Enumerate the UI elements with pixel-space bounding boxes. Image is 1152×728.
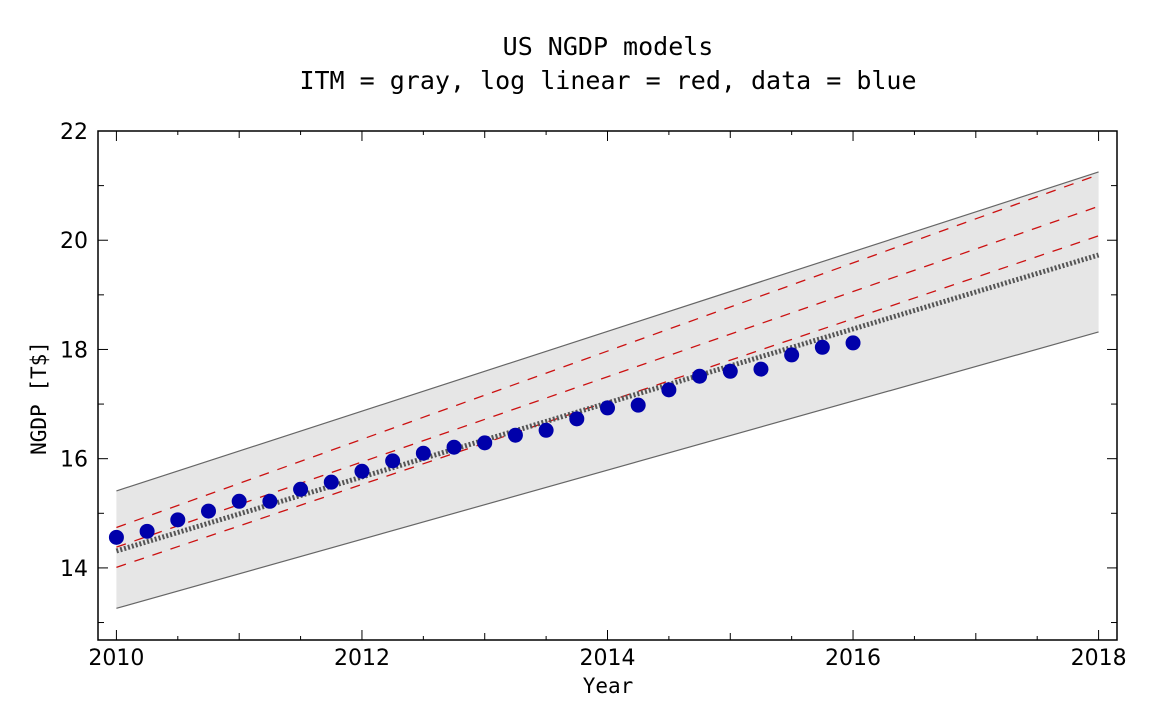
y-tick-label: 18 [60,338,88,363]
data-point [600,400,615,416]
y-axis-label: NGDP [T$] [27,341,51,455]
data-point [231,493,247,509]
y-tick-label: 22 [60,120,88,145]
data-point [722,363,738,379]
loglinear-middle-line [116,205,1099,548]
data-point [200,503,216,519]
data-point [446,439,462,455]
chart-subtitle: ITM = gray, log linear = red, data = blu… [299,66,916,95]
loglinear-upper-line [116,174,1099,529]
data-point [814,339,830,355]
x-tick-label: 2018 [1071,646,1127,671]
y-tick-label: 16 [60,448,88,473]
x-tick-label: 2016 [825,646,881,671]
data-point [323,474,339,490]
data-point [784,347,800,363]
data-point [538,422,554,438]
itm-upper-line [116,171,1099,492]
chart-title: US NGDP models [503,32,714,61]
data-point [262,493,278,509]
data-point [170,512,186,528]
plot-area: 2010 2012 2014 2016 2018 14 16 18 20 22 [60,120,1127,671]
data-point [692,368,708,384]
data-point [385,453,401,469]
data-point [661,382,677,398]
y-tick-label: 14 [60,557,88,582]
data-point [415,445,431,461]
x-tick-label: 2014 [580,646,636,671]
x-tick-label: 2010 [88,646,144,671]
data-point [477,435,493,451]
data-point [845,335,861,351]
itm-band [116,171,1099,609]
data-point [753,361,769,377]
data-point [569,411,585,427]
data-point [108,529,124,545]
data-point [507,427,523,443]
data-point [293,481,309,497]
x-axis-label: Year [583,674,634,698]
data-point [630,397,646,413]
data-point [354,463,370,479]
itm-lower-line [116,331,1099,609]
x-tick-label: 2012 [334,646,390,671]
data-point [139,523,155,539]
y-tick-label: 20 [60,229,88,254]
